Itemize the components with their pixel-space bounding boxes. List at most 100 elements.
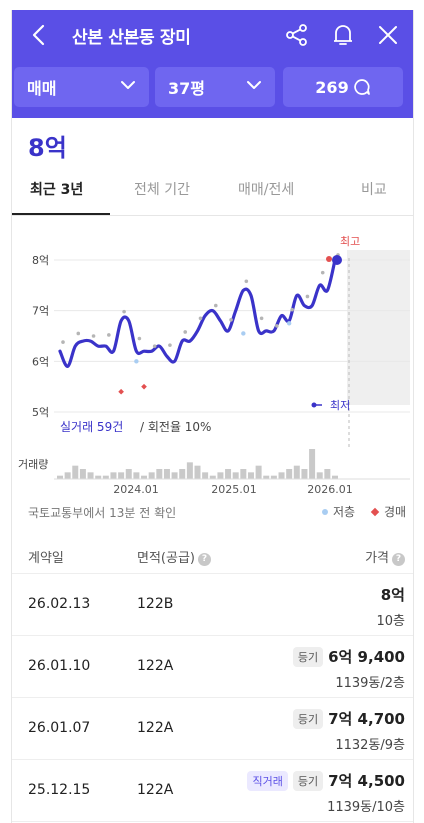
- row-floor: 10층: [376, 614, 405, 629]
- tab-trade-rent[interactable]: 매매/전세: [238, 182, 295, 198]
- size-label: 37평: [168, 79, 205, 98]
- volume-bar: [225, 469, 232, 479]
- volume-bar: [194, 465, 201, 479]
- low-floor-point: [286, 321, 292, 326]
- trade-point: [137, 336, 142, 341]
- chevron-down-icon: [247, 81, 261, 89]
- trade-point: [229, 317, 233, 322]
- current-point: [332, 255, 342, 265]
- col-price-label: 가격: [365, 551, 389, 566]
- row-date: 26.02.13: [28, 596, 91, 612]
- active-tab-indicator: [12, 213, 110, 215]
- legend-auction-label: 경매: [384, 505, 407, 519]
- volume-bar: [179, 469, 186, 479]
- tab-recent-3y[interactable]: 최근 3년: [30, 182, 84, 198]
- volume-bar: [156, 469, 163, 479]
- help-icon[interactable]: ?: [197, 553, 211, 566]
- header: 산본 산본동 장미 매매 37평 269: [12, 10, 413, 118]
- trade-point: [107, 333, 111, 337]
- close-icon[interactable]: [375, 22, 401, 48]
- volume-bar: [64, 472, 71, 479]
- row-price-line: 8억: [381, 584, 405, 605]
- col-date: 계약일: [28, 551, 64, 566]
- turnover-rate: / 회전율 10%: [140, 420, 211, 434]
- tab-all-period[interactable]: 전체 기간: [134, 182, 190, 198]
- registered-badge: 등기: [292, 646, 324, 667]
- trade-count: 실거래 59건: [60, 420, 123, 434]
- price-trend-line: [58, 258, 337, 368]
- share-icon[interactable]: [284, 22, 310, 48]
- volume-bar: [148, 472, 155, 479]
- table-row[interactable]: 25.12.15 122A 직거래 등기 7억 4,500 1139동/10층: [12, 760, 413, 822]
- table-row[interactable]: 26.01.07 122A 등기 7억 4,700 1132동/9층: [12, 698, 413, 760]
- volume-bar: [163, 469, 170, 479]
- chevron-down-icon: [121, 81, 135, 89]
- volume-bar: [309, 449, 316, 479]
- volume-bar: [110, 472, 117, 479]
- row-date: 26.01.07: [28, 720, 91, 736]
- x-tick-label: 2024.01: [113, 483, 159, 495]
- y-tick-label: 7억: [32, 305, 49, 318]
- comments-button[interactable]: 269: [283, 67, 403, 107]
- trade-point: [61, 340, 65, 344]
- low-floor-point: [241, 331, 246, 336]
- forecast-shade: [347, 250, 410, 405]
- volume-bar: [202, 472, 209, 479]
- auction-point: [118, 388, 124, 395]
- row-price: 7억 4,700: [328, 710, 405, 728]
- low-floor-point: [134, 359, 139, 364]
- back-icon[interactable]: [26, 22, 50, 48]
- table-row[interactable]: 26.01.10 122A 등기 6억 9,400 1139동/2층: [12, 636, 413, 698]
- volume-bar: [102, 475, 109, 479]
- legend-low-label: 저층: [333, 505, 356, 519]
- size-select[interactable]: 37평: [155, 67, 275, 107]
- top-bar: 산본 산본동 장미: [12, 10, 413, 60]
- row-floor: 1139동/2층: [335, 676, 405, 691]
- volume-bar: [217, 472, 224, 479]
- trade-type-select[interactable]: 매매: [14, 67, 149, 107]
- min-label: 최저: [330, 399, 350, 412]
- volume-bar: [125, 469, 132, 479]
- trade-point: [198, 316, 203, 321]
- trade-type-label: 매매: [27, 79, 57, 98]
- low-floor-dot: [322, 508, 328, 515]
- volume-bar: [72, 465, 79, 479]
- volume-bar: [247, 472, 254, 479]
- row-floor: 1139동/10층: [327, 800, 405, 815]
- volume-bar: [270, 475, 277, 479]
- y-tick-label: 6억: [32, 355, 49, 368]
- min-dot: [311, 402, 317, 408]
- row-date: 25.12.15: [28, 782, 91, 798]
- volume-bar: [278, 472, 285, 479]
- volume-bar: [332, 475, 338, 479]
- page-title: 산본 산본동 장미: [72, 28, 191, 48]
- row-area: 122B: [137, 596, 174, 612]
- direct-deal-badge: 직거래: [247, 770, 288, 791]
- bell-icon[interactable]: [330, 22, 356, 48]
- help-icon[interactable]: ?: [392, 553, 405, 566]
- row-area: 122A: [137, 782, 174, 798]
- col-area: 면적(공급)?: [137, 547, 211, 566]
- filter-bar: 매매 37평 269: [12, 67, 413, 109]
- legend-auction: 경매: [370, 503, 407, 520]
- price-chart[interactable]: 8억 7억 6억 5억 최고 최저 실거래 59건 / 회전율 10% 거래량 202…: [12, 225, 414, 495]
- row-price-line: 등기 6억 9,400: [292, 646, 405, 667]
- volume-bar: [209, 475, 216, 479]
- row-area: 122A: [137, 658, 174, 674]
- legend-low-floor: 저층: [322, 503, 355, 520]
- volume-bar: [186, 462, 193, 479]
- trade-point: [290, 307, 294, 312]
- app-frame: 산본 산본동 장미 매매 37평 269: [11, 10, 414, 823]
- tab-compare[interactable]: 비교: [361, 182, 387, 198]
- table-row[interactable]: 26.02.13 122B 8억 10층: [12, 574, 413, 636]
- volume-bar: [286, 469, 293, 479]
- row-price-line: 직거래 등기 7억 4,500: [247, 770, 405, 791]
- trade-point: [122, 309, 126, 314]
- volume-bar: [133, 472, 140, 479]
- x-tick-label: 2026.01: [307, 483, 353, 495]
- row-floor: 1132동/9층: [335, 738, 405, 753]
- comment-count: 269: [315, 77, 349, 97]
- y-tick-label: 5억: [32, 406, 49, 419]
- volume-bar: [79, 469, 86, 479]
- col-area-label: 면적(공급): [137, 551, 195, 566]
